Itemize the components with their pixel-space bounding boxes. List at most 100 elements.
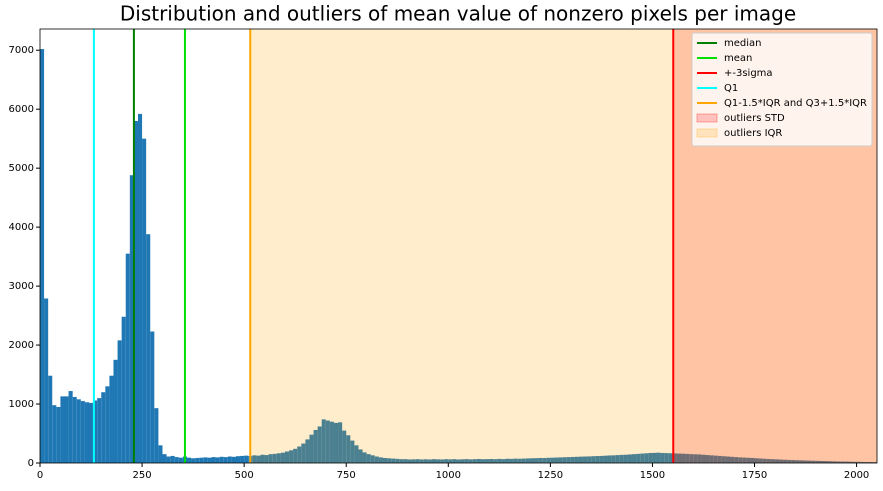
bar <box>431 459 437 463</box>
bar <box>611 455 616 463</box>
bar <box>574 456 579 463</box>
bar <box>109 375 114 463</box>
bar <box>158 445 163 463</box>
bar <box>391 458 396 463</box>
bar <box>664 453 669 463</box>
x-tick-label: 1500 <box>640 470 665 481</box>
bar <box>101 392 106 463</box>
x-tick-label: 750 <box>337 470 356 481</box>
bar <box>117 340 122 463</box>
bar <box>366 454 371 463</box>
bar <box>48 375 53 463</box>
bar <box>521 458 526 463</box>
bar <box>868 462 873 463</box>
bar <box>554 457 559 463</box>
bar <box>615 455 620 463</box>
bar <box>333 422 339 463</box>
bar <box>137 113 143 464</box>
bar <box>142 138 147 463</box>
bar <box>799 460 804 463</box>
x-tick-label: 1750 <box>742 470 767 481</box>
bar <box>146 234 151 463</box>
bar <box>276 453 281 463</box>
bar <box>660 452 665 463</box>
bar <box>766 458 771 463</box>
bar <box>289 450 294 463</box>
bar <box>762 458 767 463</box>
bar <box>717 455 722 463</box>
bar <box>354 445 359 463</box>
bar <box>456 459 461 463</box>
bar <box>489 458 494 463</box>
bar <box>795 460 800 463</box>
bar <box>529 458 535 463</box>
bar <box>227 456 232 463</box>
bar <box>672 453 677 463</box>
bar <box>534 458 539 463</box>
bar <box>191 458 196 463</box>
bar <box>464 459 469 463</box>
bar <box>415 459 420 463</box>
bar <box>113 359 118 463</box>
bar <box>840 461 845 463</box>
bar <box>260 454 265 463</box>
bar <box>701 454 706 463</box>
bar <box>403 459 408 463</box>
bar <box>685 453 690 463</box>
x-tick-label: 0 <box>37 470 43 481</box>
bar <box>783 459 788 463</box>
bar <box>754 458 759 463</box>
bar <box>546 457 551 463</box>
bar <box>186 457 192 463</box>
bar <box>411 459 416 463</box>
bar <box>419 459 424 463</box>
bar <box>844 461 849 463</box>
bar <box>97 398 102 463</box>
bar <box>570 456 575 463</box>
bar <box>689 454 694 463</box>
bar <box>607 455 612 463</box>
bar <box>815 460 820 463</box>
y-tick-label: 7000 <box>9 45 34 56</box>
y-tick-label: 4000 <box>9 222 34 233</box>
bar <box>713 455 718 463</box>
y-tick-label: 3000 <box>9 281 34 292</box>
bar <box>787 459 792 463</box>
bar <box>517 458 522 463</box>
y-tick-label: 5000 <box>9 163 34 174</box>
bar <box>705 455 710 463</box>
bar <box>476 458 481 463</box>
bar <box>162 454 167 463</box>
bar <box>619 454 624 463</box>
bar <box>427 459 432 463</box>
bar <box>272 453 277 463</box>
bar <box>93 400 98 463</box>
bar <box>485 459 490 463</box>
bar <box>68 391 73 463</box>
y-tick-label: 1000 <box>9 399 34 410</box>
bar <box>203 457 208 463</box>
x-tick-label: 500 <box>235 470 254 481</box>
bar <box>44 298 49 463</box>
x-tick-label: 2000 <box>844 470 869 481</box>
bar <box>578 456 584 463</box>
bar <box>676 453 682 463</box>
bar <box>872 462 877 463</box>
bar <box>338 422 343 463</box>
bar <box>725 456 731 463</box>
bar <box>215 457 220 463</box>
bar <box>52 405 57 463</box>
bar <box>178 457 183 463</box>
bar <box>64 396 69 463</box>
legend-label: +-3sigma <box>724 68 773 79</box>
bar <box>828 461 833 463</box>
bar <box>244 455 249 463</box>
bar <box>501 459 506 463</box>
bar <box>444 459 449 463</box>
bar <box>423 459 428 463</box>
bar <box>832 461 837 463</box>
bar <box>166 456 171 463</box>
bar <box>284 451 290 463</box>
bar <box>399 459 404 463</box>
bar <box>591 456 596 463</box>
